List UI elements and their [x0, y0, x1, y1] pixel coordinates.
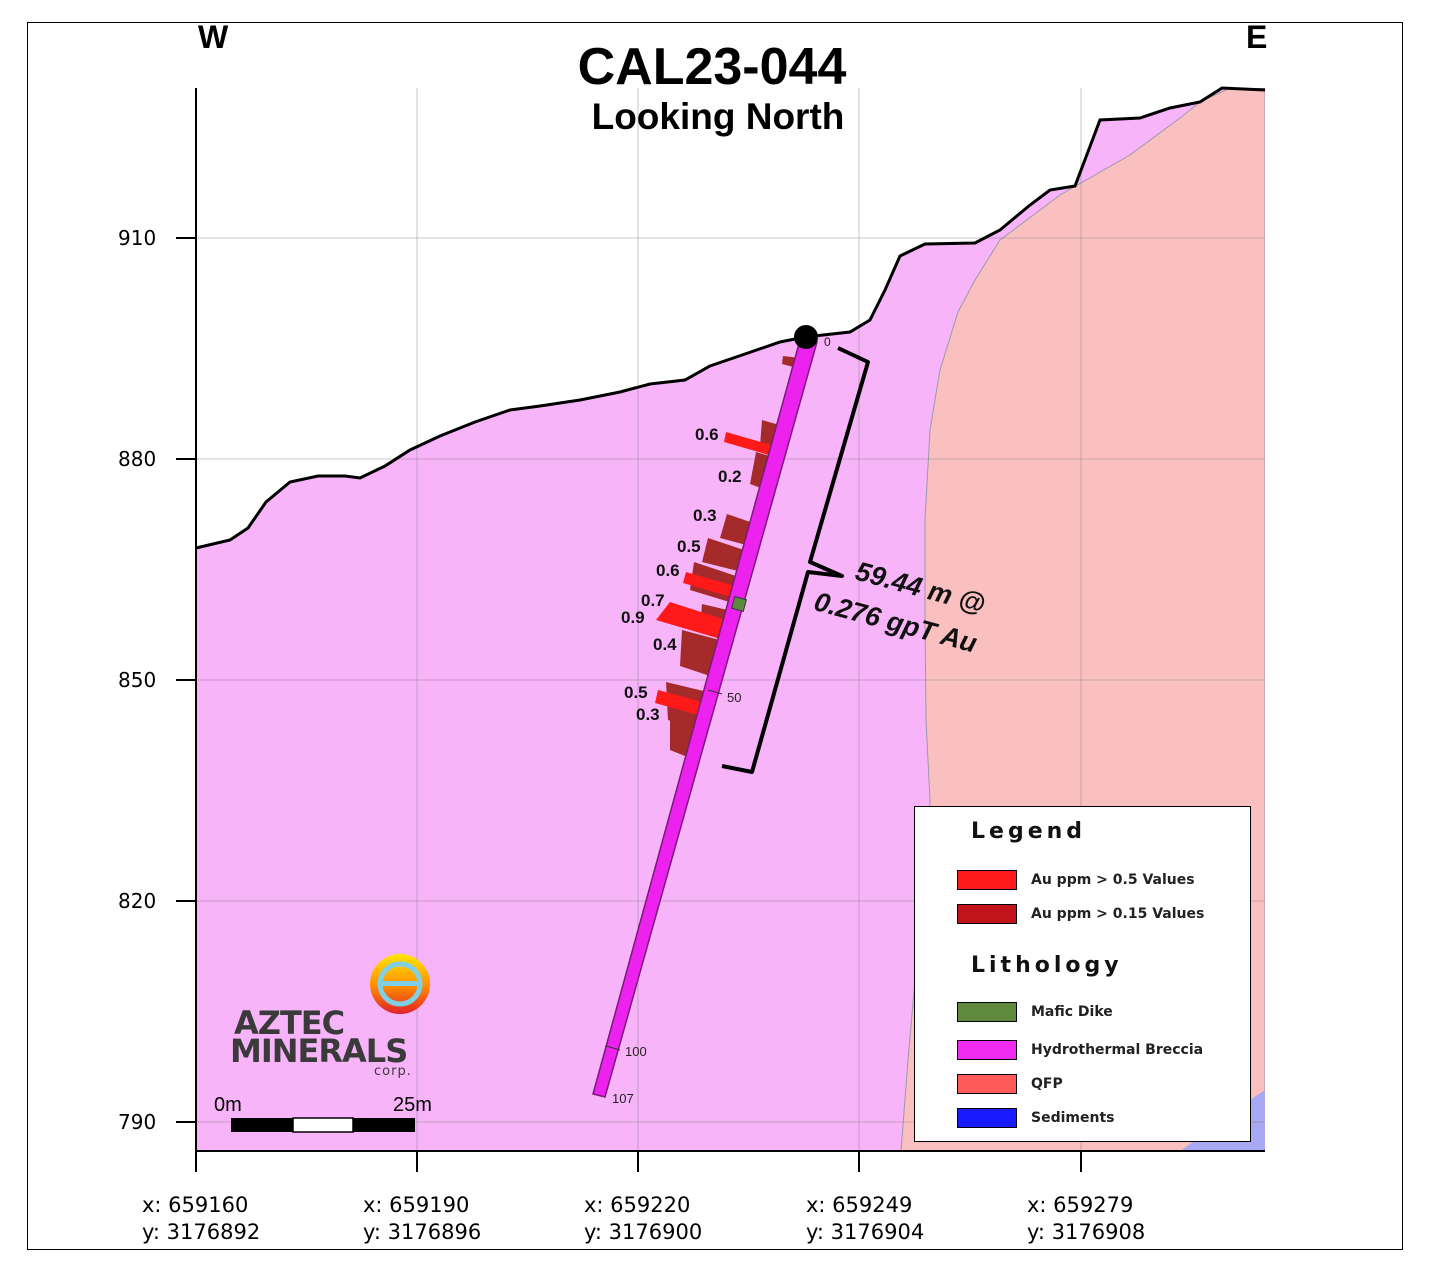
assay-label: 0.3	[693, 506, 717, 525]
depth-tick-100: 100	[625, 1044, 647, 1059]
assay-label: 0.6	[695, 425, 719, 444]
logo-emblem-icon	[370, 954, 430, 1014]
legend-swatch	[957, 1040, 1017, 1060]
scale-start: 0m	[214, 1094, 242, 1116]
axes	[176, 88, 1265, 1172]
legend-title: Legend	[971, 819, 1087, 844]
depth-tick-0: 0	[824, 335, 831, 349]
elevation-label: 850	[118, 668, 157, 692]
logo-name-2: MINERALS	[230, 1032, 408, 1070]
legend-item: Au ppm > 0.5 Values	[957, 869, 1195, 891]
legend-swatch	[957, 1108, 1017, 1128]
legend-swatch	[957, 870, 1017, 890]
coord-label: x: 659249 y: 3176904	[806, 1193, 925, 1244]
topography-line	[195, 86, 1266, 550]
coord-label: x: 659279 y: 3176908	[1027, 1193, 1146, 1244]
map-frame	[27, 22, 1403, 1250]
high-grade-bars	[655, 432, 778, 716]
assay-label: 0.5	[677, 537, 701, 556]
logo-suffix: corp.	[374, 1064, 412, 1079]
legend-swatch	[957, 904, 1017, 924]
lithology-item: Hydrothermal Breccia	[957, 1039, 1203, 1061]
intercept-brace	[721, 346, 870, 774]
elevation-label: 880	[118, 447, 157, 471]
coord-label: x: 659160 y: 3176892	[142, 1193, 261, 1244]
lithology-item: Sediments	[957, 1107, 1114, 1129]
logo-name: AZTEC	[234, 1004, 345, 1042]
assay-label: 0.5	[624, 683, 648, 702]
depth-tick-50: 50	[727, 690, 741, 705]
scale-end: 25m	[393, 1094, 432, 1116]
coord-label: x: 659220 y: 3176900	[584, 1193, 703, 1244]
assay-label: 0.4	[653, 635, 677, 654]
legend-item: Au ppm > 0.15 Values	[957, 903, 1204, 925]
assay-labels: 0.6 0.2 0.3 0.5 0.6 0.7 0.9 0.4 0.5 0.3	[621, 425, 742, 724]
lithology-item: QFP	[957, 1073, 1063, 1095]
compass-west: W	[198, 19, 229, 55]
assay-label: 0.9	[621, 608, 645, 627]
elevation-label: 910	[118, 226, 157, 250]
map-subtitle: Looking North	[592, 96, 845, 137]
assay-label: 0.7	[641, 591, 665, 610]
elevation-label: 820	[118, 889, 157, 913]
lithology-title: Lithology	[971, 953, 1123, 978]
coord-label: x: 659190 y: 3176896	[363, 1193, 482, 1244]
elevation-label: 790	[118, 1110, 157, 1134]
legend-swatch	[957, 1002, 1017, 1022]
collar-marker	[794, 325, 818, 349]
assay-label: 0.2	[718, 467, 742, 486]
legend-swatch	[957, 1074, 1017, 1094]
company-logo: AZTEC MINERALS corp.	[230, 952, 430, 1082]
compass-east: E	[1246, 19, 1267, 55]
lithology-item: Mafic Dike	[957, 1001, 1113, 1023]
depth-tick-107: 107	[612, 1091, 634, 1106]
assay-label: 0.6	[656, 561, 680, 580]
map-title: CAL23-044	[578, 38, 847, 96]
legend-panel: Legend Au ppm > 0.5 Values Au ppm > 0.15…	[914, 806, 1251, 1142]
scale-bar: 0m 25m	[214, 1094, 432, 1133]
assay-label: 0.3	[636, 705, 660, 724]
